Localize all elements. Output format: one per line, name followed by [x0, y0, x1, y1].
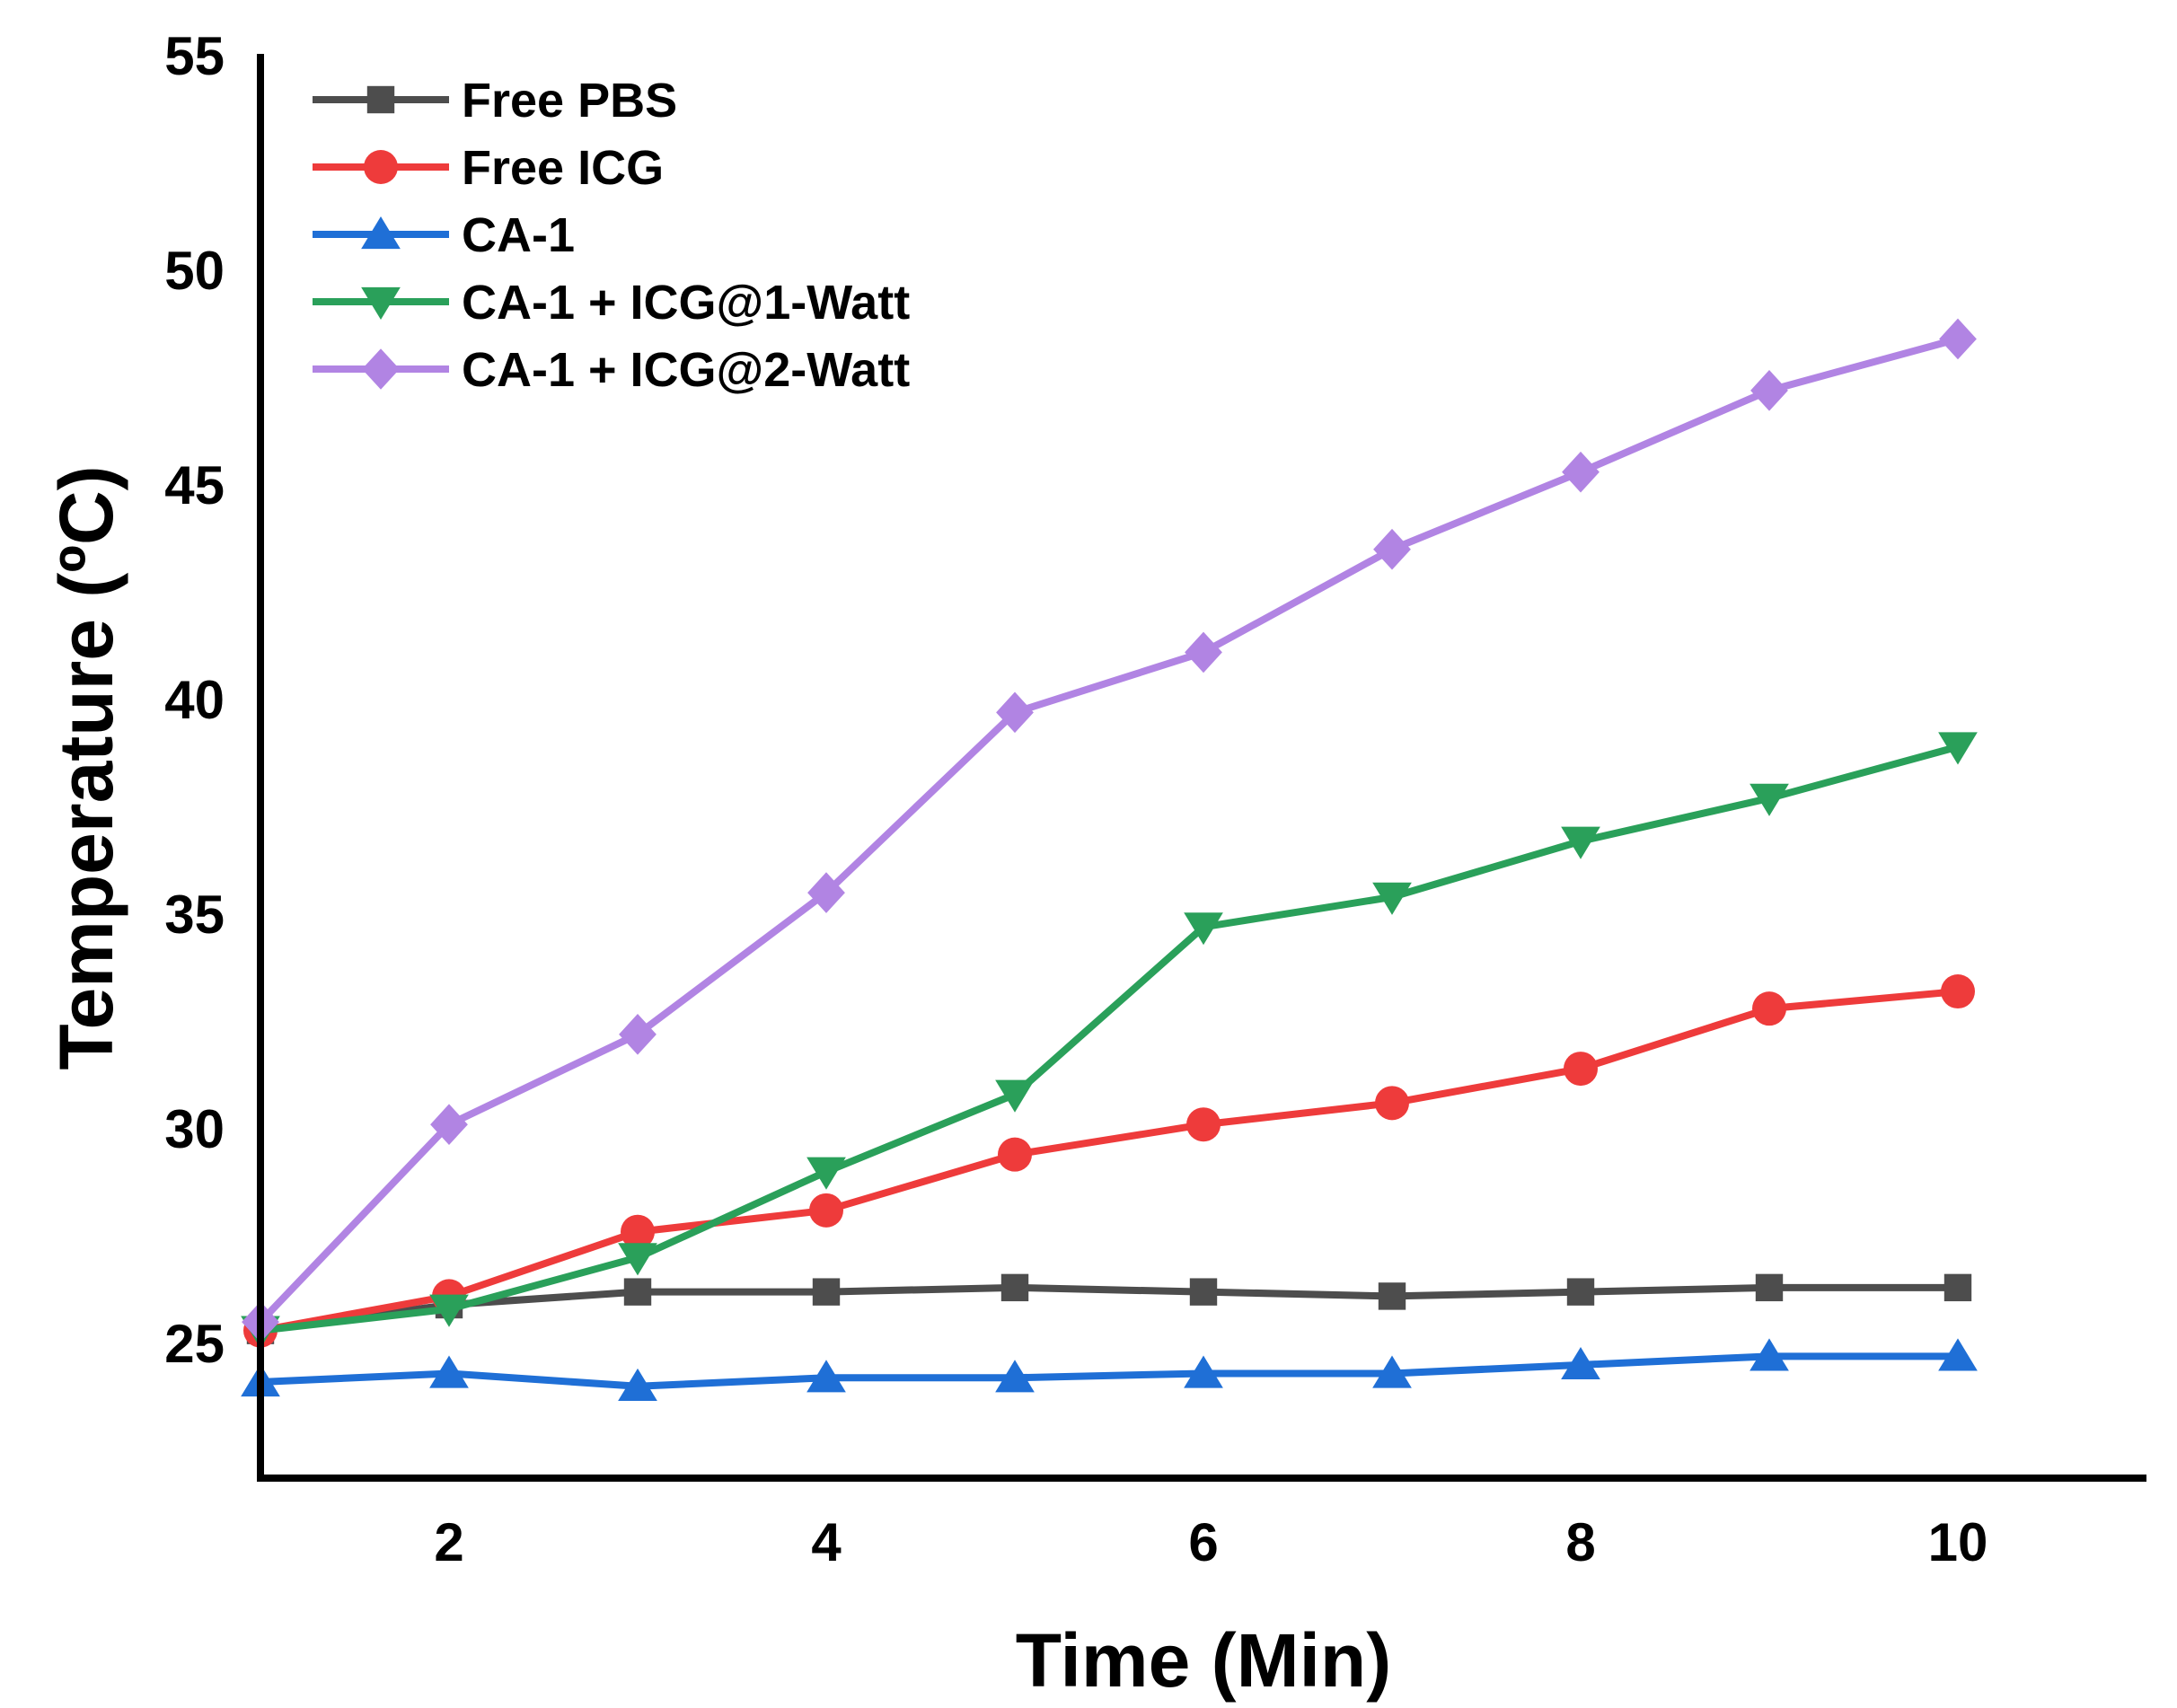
y-tick-label: 35: [164, 885, 225, 945]
legend-label: CA-1: [462, 208, 575, 262]
y-tick-labels: 25 30 35 40 45 50 55: [164, 26, 225, 1374]
legend-label: CA-1 + ICG@1-Watt: [462, 276, 910, 330]
legend-label: Free ICG: [462, 141, 664, 195]
data-point: [366, 85, 395, 114]
data-point: [1566, 1278, 1595, 1306]
data-point: [1375, 1086, 1409, 1121]
y-tick-label: 55: [164, 26, 225, 86]
data-point: [618, 1243, 657, 1276]
data-point: [1755, 1273, 1784, 1302]
data-point: [1000, 1273, 1029, 1302]
data-point: [619, 1014, 657, 1055]
data-point: [361, 216, 401, 250]
data-point: [812, 1278, 841, 1306]
data-point: [1750, 370, 1788, 411]
data-point: [1184, 912, 1223, 946]
series-free-pbs: [246, 1273, 1972, 1344]
data-point: [1943, 1273, 1972, 1302]
series-line: [258, 335, 1960, 1325]
series-line: [260, 1283, 1958, 1334]
series-line: [260, 743, 1960, 1334]
y-tick-label: 25: [164, 1314, 225, 1374]
data-point: [807, 872, 845, 913]
data-point: [1378, 1282, 1406, 1310]
y-tick-label: 45: [164, 455, 225, 515]
x-tick-label: 8: [1565, 1512, 1595, 1572]
data-point: [1564, 1052, 1598, 1087]
series-line: [260, 988, 1959, 1334]
data-point: [806, 1157, 846, 1190]
x-tick-label: 10: [1928, 1512, 1988, 1572]
series-ca-1-icg-1-watt: [241, 732, 1978, 1349]
data-point: [995, 1360, 1035, 1393]
data-point: [429, 1294, 469, 1327]
data-point: [1372, 882, 1412, 915]
data-point: [1562, 451, 1600, 493]
data-point: [1750, 783, 1789, 816]
data-point: [1184, 1355, 1223, 1388]
legend-item: CA-1: [313, 208, 575, 262]
data-point: [1185, 631, 1222, 674]
x-axis-title: Time (Min): [1016, 1618, 1391, 1703]
data-point: [1561, 1346, 1600, 1380]
data-point: [1561, 826, 1600, 859]
data-point: [1186, 1107, 1221, 1142]
data-point: [1373, 528, 1411, 570]
legend-label: CA-1 + ICG@2-Watt: [462, 343, 910, 397]
data-point: [429, 1355, 469, 1388]
y-axis-title: Temperature (ºC): [44, 465, 128, 1070]
x-tick-label: 2: [434, 1512, 463, 1572]
x-tick-labels: 2 4 6 8 10: [434, 1512, 1988, 1572]
data-point: [1938, 1338, 1978, 1371]
legend: Free PBS Free ICG CA-1 CA-1 + ICG@1-Watt CA-…: [313, 74, 910, 397]
data-point: [430, 1104, 468, 1146]
data-point: [362, 348, 400, 390]
data-point: [809, 1193, 843, 1228]
data-point: [995, 1079, 1035, 1113]
data-point: [1189, 1278, 1218, 1306]
data-point: [996, 691, 1034, 734]
y-tick-label: 30: [164, 1099, 225, 1159]
legend-label: Free PBS: [462, 74, 677, 128]
legend-item: Free ICG: [313, 141, 664, 195]
data-point: [1750, 1338, 1789, 1371]
data-point: [361, 286, 401, 320]
data-point: [621, 1214, 655, 1249]
series-ca-1: [241, 1338, 1978, 1401]
series-ca-1-icg-2-watt: [242, 318, 1977, 1343]
data-point: [1752, 991, 1786, 1026]
data-point: [1372, 1355, 1412, 1388]
legend-item: Free PBS: [313, 74, 677, 128]
data-point: [623, 1278, 652, 1306]
data-point: [1938, 732, 1978, 765]
series-layer: [241, 318, 1978, 1401]
legend-item: CA-1 + ICG@2-Watt: [313, 343, 910, 397]
x-tick-label: 6: [1188, 1512, 1218, 1572]
data-point: [364, 150, 398, 184]
legend-item: CA-1 + ICG@1-Watt: [313, 276, 910, 330]
data-point: [1941, 974, 1975, 1009]
y-tick-label: 50: [164, 241, 225, 301]
x-tick-label: 4: [811, 1512, 842, 1572]
data-point: [618, 1368, 657, 1401]
y-tick-label: 40: [164, 670, 225, 730]
data-point: [1939, 318, 1977, 360]
data-point: [806, 1360, 846, 1393]
data-point: [998, 1137, 1032, 1172]
series-line: [260, 1352, 1958, 1390]
